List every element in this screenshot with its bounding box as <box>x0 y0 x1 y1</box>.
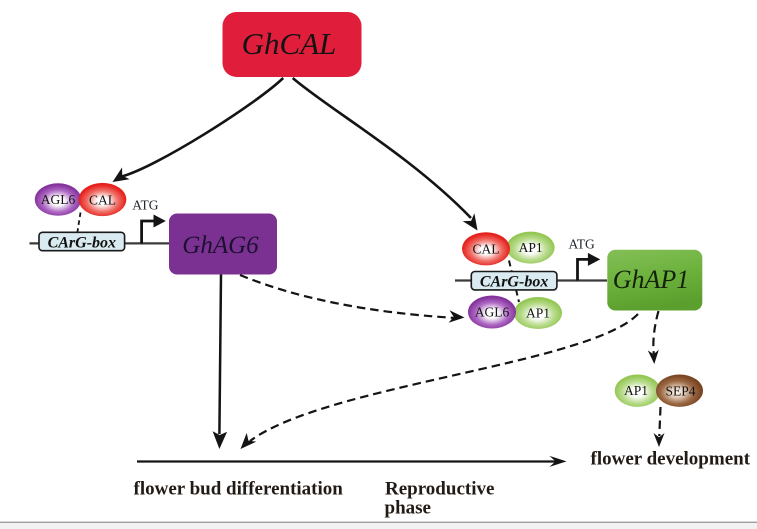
svg-text:GhAG6: GhAG6 <box>182 232 259 259</box>
svg-text:CArG-box: CArG-box <box>480 274 548 291</box>
svg-text:phase: phase <box>385 497 431 518</box>
svg-text:AGL6: AGL6 <box>475 305 510 320</box>
svg-text:AGL6: AGL6 <box>41 192 76 207</box>
svg-text:ATG: ATG <box>569 237 595 252</box>
svg-text:CAL: CAL <box>473 241 500 256</box>
svg-text:GhAP1: GhAP1 <box>613 265 690 294</box>
svg-text:CAL: CAL <box>89 193 116 208</box>
svg-text:SEP4: SEP4 <box>665 383 695 398</box>
svg-text:AP1: AP1 <box>519 240 543 255</box>
svg-text:GhCAL: GhCAL <box>242 26 337 61</box>
svg-text:AP1: AP1 <box>624 383 648 398</box>
svg-text:flower development: flower development <box>591 448 751 469</box>
svg-text:Reproductive: Reproductive <box>385 478 494 499</box>
svg-text:CArG-box: CArG-box <box>48 234 116 251</box>
svg-text:AP1: AP1 <box>526 306 550 321</box>
svg-text:ATG: ATG <box>132 198 158 213</box>
svg-text:flower bud differentiation: flower bud differentiation <box>134 478 344 499</box>
